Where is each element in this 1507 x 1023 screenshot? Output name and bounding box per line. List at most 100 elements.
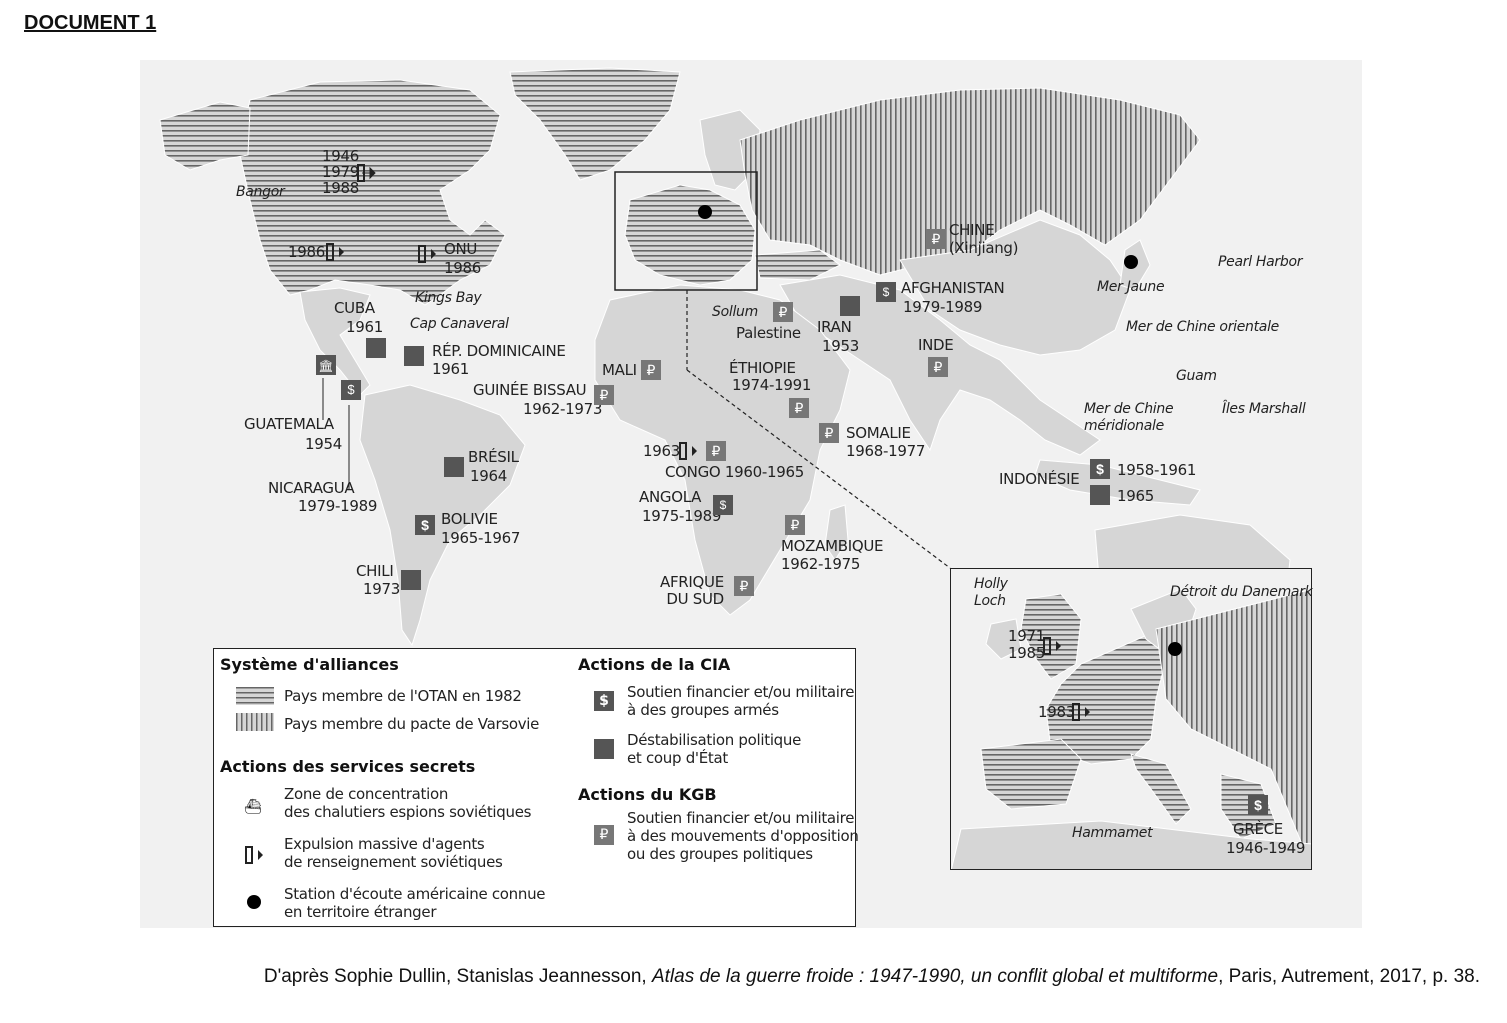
varsovie-swatch (236, 713, 274, 731)
expulsion-arrow-icon (356, 163, 376, 183)
kings-bay-label: Kings Bay (415, 290, 482, 306)
dollar-icon: $ (415, 515, 435, 535)
mer-chine-meridionale-label: Mer de Chine méridionale (1084, 401, 1174, 434)
listening-station-dot (247, 895, 261, 909)
indonesie-year-2: 1965 (1117, 487, 1154, 505)
congo-expulsion-year: 1963 (643, 442, 680, 460)
indonesie-label: INDONÉSIE (999, 470, 1080, 488)
legend-varsovie: Pays membre du pacte de Varsovie (284, 715, 540, 733)
palestine-label: Palestine (736, 324, 801, 342)
grece-label: GRÈCE (1233, 820, 1283, 838)
alaska-shape (159, 101, 251, 171)
europe-inset-map (950, 568, 1312, 870)
expulsion-arrow-icon (244, 845, 264, 865)
listening-station-dot (698, 205, 712, 219)
western-europe-shape (624, 184, 756, 286)
guatemala-label: GUATEMALA (244, 415, 334, 433)
afghanistan-label: AFGHANISTAN (901, 279, 1005, 297)
dollar-icon: $ (594, 691, 614, 711)
ruble-icon: ₽ (734, 576, 754, 596)
ruble-icon: ₽ (926, 229, 946, 249)
mozambique-label: MOZAMBIQUE (781, 537, 884, 555)
europe-zoom-frame (614, 171, 758, 291)
dollar-icon: $ (1090, 459, 1110, 479)
coup-icon (366, 338, 386, 358)
afghanistan-year: 1979-1989 (903, 298, 983, 316)
bolivie-label: BOLIVIE (441, 510, 498, 528)
source-caption: D'après Sophie Dullin, Stanislas Jeannes… (60, 962, 1480, 991)
sollum-label: Sollum (712, 304, 758, 320)
europe-inset-svg (951, 569, 1311, 869)
madagascar-shape (824, 504, 849, 561)
expulsion-arrow-icon (417, 244, 437, 264)
onu-year: 1986 (444, 259, 481, 277)
legend-cia-soutien: Soutien financier et/ou militaire à des … (627, 683, 855, 719)
ruble-icon: ₽ (789, 398, 809, 418)
legend-chalutiers: Zone de concentration des chalutiers esp… (284, 785, 532, 821)
legend-kgb-soutien: Soutien financier et/ou militaire à des … (627, 809, 859, 863)
caption-book-title: Atlas de la guerre froide : 1947-1990, u… (651, 966, 1219, 987)
iles-marshall-label: Îles Marshall (1222, 401, 1306, 417)
legend-cia-title: Actions de la CIA (578, 655, 731, 674)
caption-suffix: , Paris, Autrement, 2017, p. 38. (1218, 966, 1480, 987)
canada-expulsion-years: 1946 1979 1988 (322, 147, 359, 197)
guinee-bissau-year: 1962-1973 (523, 400, 603, 418)
guatemala-year: 1954 (305, 435, 342, 453)
hammamet-label: Hammamet (1072, 825, 1153, 841)
legend-otan: Pays membre de l'OTAN en 1982 (284, 687, 522, 705)
otan-swatch (236, 687, 274, 705)
svg-text:🏛: 🏛 (318, 359, 333, 373)
coup-icon (594, 739, 614, 759)
ruble-icon: ₽ (706, 441, 726, 461)
usa-expulsion-year: 1986 (288, 243, 325, 261)
ruble-icon: ₽ (819, 423, 839, 443)
cap-canaveral-label: Cap Canaveral (410, 316, 509, 332)
nicaragua-label: NICARAGUA (268, 479, 355, 497)
iran-year: 1953 (822, 337, 859, 355)
ruble-icon: ₽ (785, 515, 805, 535)
onu-label: ONU (444, 240, 478, 258)
trawler-ship-icon: ⛴ (244, 799, 262, 815)
guinee-bissau-label: GUINÉE BISSAU (473, 381, 587, 399)
listening-station-dot (1124, 255, 1138, 269)
ethiopie-year: 1974-1991 (732, 376, 812, 394)
mer-chine-orientale-label: Mer de Chine orientale (1126, 319, 1279, 335)
turkey-shape (754, 249, 841, 281)
ruble-icon: ₽ (641, 360, 661, 380)
cuba-label: CUBA (334, 299, 375, 317)
mozambique-year: 1962-1975 (781, 555, 861, 573)
expulsion-arrow-icon (1042, 636, 1062, 656)
ruble-icon: ₽ (773, 302, 793, 322)
bresil-year: 1964 (470, 467, 507, 485)
expulsion-arrow-icon (1071, 702, 1091, 722)
ruble-icon: ₽ (594, 825, 614, 845)
cuba-year: 1961 (346, 318, 383, 336)
nicaragua-year: 1979-1989 (298, 497, 378, 515)
chili-year: 1973 (363, 580, 400, 598)
bolivie-year: 1965-1967 (441, 529, 521, 547)
indonesia-shape (1034, 459, 1201, 506)
coup-icon: 🏛 (316, 355, 336, 375)
ethiopie-label: ÉTHIOPIE (729, 359, 796, 377)
afrique-du-sud-label: AFRIQUE DU SUD (660, 573, 724, 608)
iran-label: IRAN (817, 318, 852, 336)
china-shape (899, 219, 1131, 356)
north-america-shape (239, 79, 506, 306)
ruble-icon: ₽ (594, 385, 614, 405)
coup-icon (444, 457, 464, 477)
expulsion-arrow-icon (325, 242, 345, 262)
chine-sub-label: (Xinjiang) (949, 239, 1019, 257)
legend-expulsion: Expulsion massive d'agents de renseignem… (284, 835, 503, 871)
france-expulsion-year: 1983 (1038, 703, 1075, 721)
coup-icon (401, 570, 421, 590)
grece-year: 1946-1949 (1226, 839, 1306, 857)
greenland-shape (509, 67, 681, 181)
chine-label: CHINE (949, 221, 995, 239)
pearl-harbor-label: Pearl Harbor (1218, 254, 1303, 270)
central-america-shape (299, 287, 371, 396)
uk-expulsion-years: 1971 1985 (1008, 627, 1045, 662)
somalie-label: SOMALIE (846, 424, 911, 442)
caption-prefix: D'après Sophie Dullin, Stanislas Jeannes… (263, 966, 652, 987)
legend-kgb-title: Actions du KGB (578, 785, 717, 804)
bresil-label: BRÉSIL (468, 448, 519, 466)
